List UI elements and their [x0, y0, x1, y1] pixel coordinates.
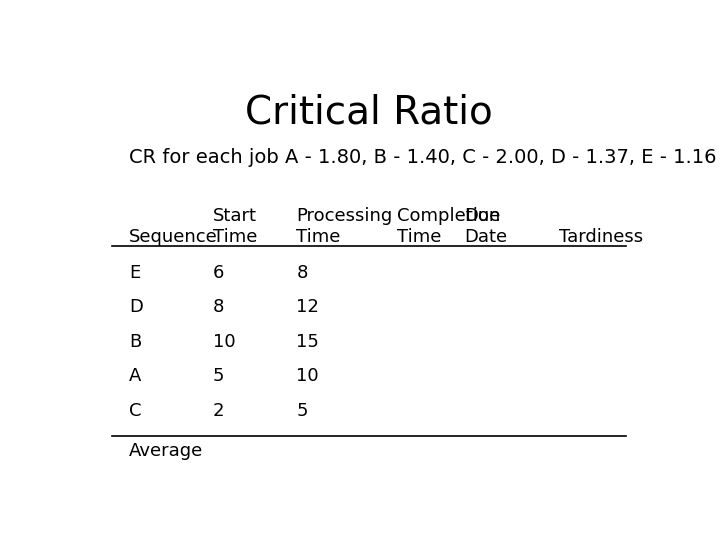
Text: Tardiness: Tardiness [559, 228, 643, 246]
Text: 8: 8 [213, 298, 224, 316]
Text: 5: 5 [297, 402, 308, 420]
Text: C: C [129, 402, 142, 420]
Text: CR for each job A - 1.80, B - 1.40, C - 2.00, D - 1.37, E - 1.16: CR for each job A - 1.80, B - 1.40, C - … [129, 148, 716, 167]
Text: Time: Time [397, 228, 441, 246]
Text: 12: 12 [297, 298, 320, 316]
Text: D: D [129, 298, 143, 316]
Text: 15: 15 [297, 333, 320, 350]
Text: Processing: Processing [297, 207, 392, 225]
Text: Time: Time [213, 228, 257, 246]
Text: A: A [129, 367, 141, 385]
Text: 10: 10 [297, 367, 319, 385]
Text: B: B [129, 333, 141, 350]
Text: Time: Time [297, 228, 341, 246]
Text: 2: 2 [213, 402, 224, 420]
Text: 8: 8 [297, 264, 308, 281]
Text: 10: 10 [213, 333, 235, 350]
Text: 5: 5 [213, 367, 224, 385]
Text: Completion: Completion [397, 207, 500, 225]
Text: 6: 6 [213, 264, 224, 281]
Text: Due: Due [464, 207, 500, 225]
Text: Sequence: Sequence [129, 228, 218, 246]
Text: Date: Date [464, 228, 507, 246]
Text: E: E [129, 264, 140, 281]
Text: Critical Ratio: Critical Ratio [245, 94, 493, 132]
Text: Start: Start [213, 207, 257, 225]
Text: Average: Average [129, 442, 203, 460]
